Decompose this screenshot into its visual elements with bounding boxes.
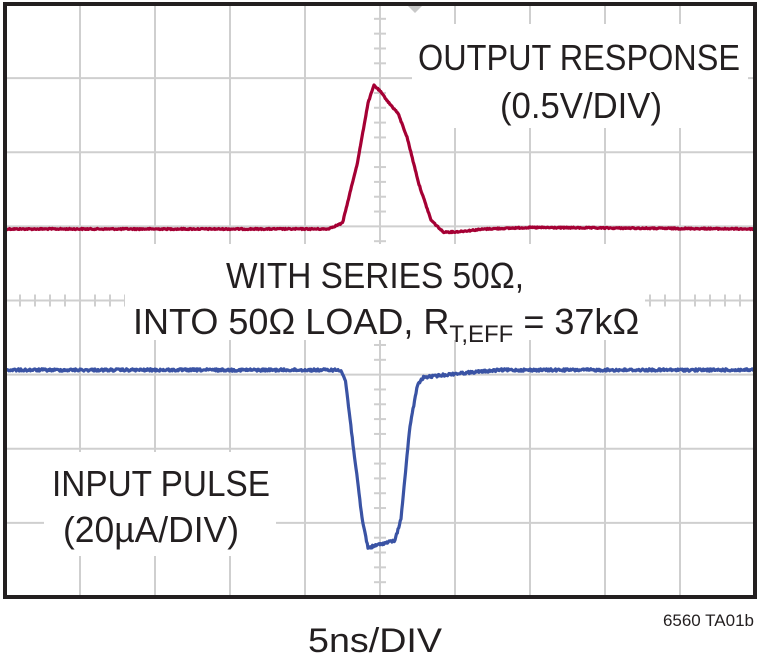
condition-label-bg xyxy=(125,244,645,340)
condition-line-1: WITH SERIES 50Ω, xyxy=(226,255,524,296)
input-pulse-trace xyxy=(4,367,757,550)
input-title: INPUT PULSE xyxy=(52,463,270,504)
figure-id: 6560 TA01b xyxy=(663,611,754,630)
condition-line-2: INTO 50Ω LOAD, RT,EFF = 37kΩ xyxy=(133,301,639,348)
condition-text-a: INTO 50Ω LOAD, R xyxy=(133,301,449,342)
input-label-bg xyxy=(44,452,276,556)
traces xyxy=(4,83,757,550)
output-label-bg xyxy=(412,24,748,128)
plot-frame xyxy=(3,2,757,599)
x-axis-label: 5ns/DIV xyxy=(308,622,442,660)
condition-subscript: T,EFF xyxy=(449,321,513,348)
output-title: OUTPUT RESPONSE xyxy=(418,37,740,78)
output-response-trace xyxy=(4,83,756,235)
input-scale: (20µA/DIV) xyxy=(63,509,239,550)
trigger-marker xyxy=(408,6,422,13)
output-scale: (0.5V/DIV) xyxy=(500,85,662,126)
condition-text-b: = 37kΩ xyxy=(513,301,639,342)
